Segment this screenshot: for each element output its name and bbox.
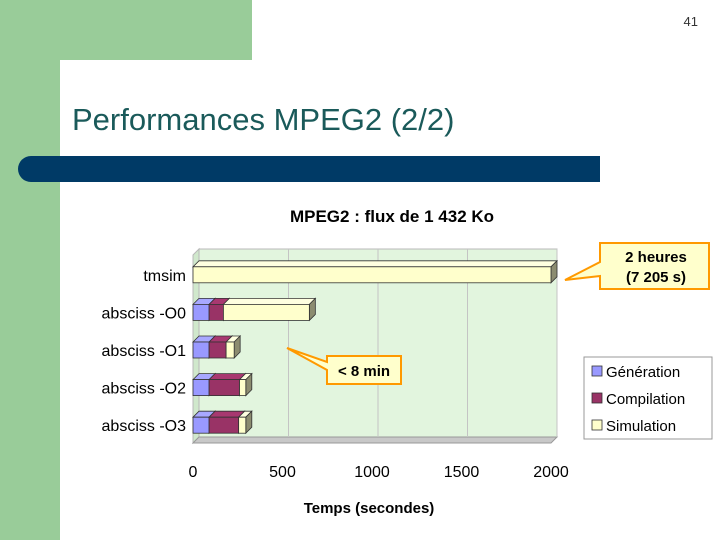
bar-segment-top: [192, 260, 558, 268]
callout-box-min: [286, 347, 402, 385]
x-tick-label: 2000: [533, 464, 569, 481]
y-category-label: absciss -O0: [102, 305, 187, 322]
x-tick-label: 500: [269, 464, 296, 481]
x-tick-label: 1500: [444, 464, 480, 481]
chart-title: MPEG2 : flux de 1 432 Ko: [290, 207, 494, 226]
bar-segment: [192, 303, 210, 321]
bar-segment: [225, 341, 235, 359]
legend-entry: Simulation: [606, 418, 676, 435]
title-underline-bar: [18, 156, 600, 182]
bar-segment: [192, 416, 210, 434]
bar-segment-top: [222, 297, 317, 305]
legend-swatch: [591, 419, 603, 431]
bar-segment: [208, 303, 224, 321]
bar-segment: [208, 341, 227, 359]
bar-segment: [192, 379, 210, 397]
bar-segment: [192, 341, 210, 359]
bar-segment: [239, 379, 247, 397]
legend-entry: Compilation: [606, 391, 685, 408]
bar-segment: [238, 416, 247, 434]
y-category-label: absciss -O3: [102, 418, 187, 435]
bar-segment: [208, 416, 240, 434]
green-top-band: [0, 0, 252, 60]
legend-entry: Génération: [606, 364, 680, 381]
bar-segment: [208, 379, 240, 397]
legend-swatch: [591, 365, 603, 377]
callout-text-line: 2 heures: [625, 249, 687, 266]
green-side-band: [0, 0, 60, 540]
x-axis-label: Temps (secondes): [304, 500, 435, 517]
legend-swatch: [591, 392, 603, 404]
bar-segment: [192, 266, 552, 284]
slide-title: Performances MPEG2 (2/2): [72, 102, 455, 137]
page-number: 41: [683, 14, 698, 29]
y-category-label: absciss -O2: [102, 381, 187, 398]
legend-box: [583, 356, 713, 440]
x-tick-label: 1000: [354, 464, 390, 481]
callout-text-line: < 8 min: [338, 363, 390, 380]
plot-floor: [191, 436, 559, 444]
callout-text-line: (7 205 s): [626, 269, 686, 286]
y-category-label: absciss -O1: [102, 343, 187, 360]
x-tick-label: 0: [189, 464, 198, 481]
y-category-label: tmsim: [143, 268, 186, 285]
callout-box-tmsim: [564, 242, 710, 290]
bar-segment: [223, 303, 310, 321]
